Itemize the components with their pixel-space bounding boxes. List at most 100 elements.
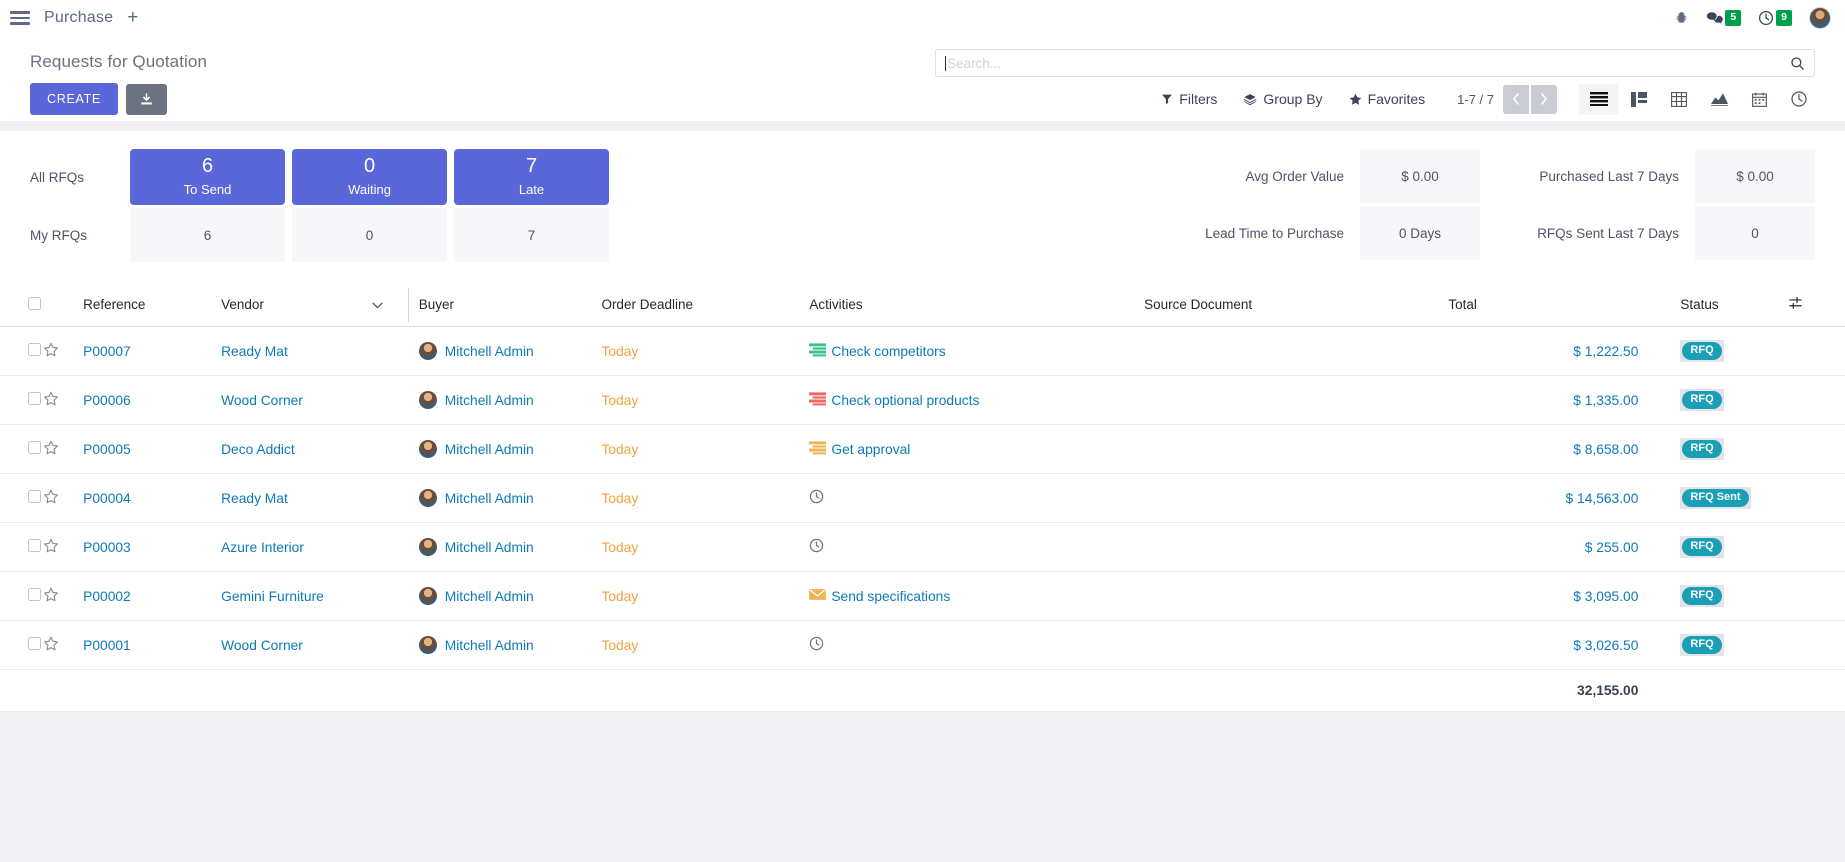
row-checkbox[interactable] bbox=[28, 343, 41, 356]
row-source-document bbox=[1144, 326, 1449, 376]
navbar-systray: 5 9 bbox=[1674, 7, 1831, 29]
kpi-late[interactable]: 7 Late bbox=[454, 149, 609, 205]
plus-icon[interactable]: + bbox=[127, 7, 139, 29]
row-checkbox[interactable] bbox=[28, 441, 41, 454]
list-icon[interactable] bbox=[1579, 83, 1619, 115]
activity-clock-icon[interactable] bbox=[1779, 84, 1819, 115]
header-order-deadline[interactable]: Order Deadline bbox=[601, 282, 810, 327]
row-vendor-link[interactable]: Wood Corner bbox=[221, 637, 303, 653]
download-icon[interactable] bbox=[125, 83, 167, 115]
chevron-down-icon[interactable] bbox=[372, 297, 409, 312]
my-kpi-to-send[interactable]: 6 bbox=[130, 208, 285, 262]
clock-icon[interactable] bbox=[809, 538, 824, 556]
table-row[interactable]: P00002 Gemini Furniture Mitchell Admin T… bbox=[0, 571, 1845, 621]
app-name[interactable]: Purchase bbox=[44, 8, 114, 26]
row-reference-link[interactable]: P00005 bbox=[83, 441, 131, 457]
row-deadline: Today bbox=[601, 392, 639, 408]
row-reference-link[interactable]: P00007 bbox=[83, 343, 131, 359]
table-row[interactable]: P00001 Wood Corner Mitchell Admin Today … bbox=[0, 620, 1845, 670]
table-body: P00007 Ready Mat Mitchell Admin Today Ch… bbox=[0, 326, 1845, 712]
messages-icon[interactable]: 5 bbox=[1706, 10, 1742, 26]
my-kpi-waiting[interactable]: 0 bbox=[292, 208, 447, 262]
filters-dropdown[interactable]: Filters bbox=[1161, 91, 1217, 107]
row-checkbox[interactable] bbox=[28, 490, 41, 503]
star-icon[interactable] bbox=[43, 391, 59, 407]
kpi-waiting[interactable]: 0 Waiting bbox=[292, 149, 447, 205]
breadcrumb: Requests for Quotation bbox=[30, 52, 208, 71]
row-buyer-link[interactable]: Mitchell Admin bbox=[444, 343, 534, 359]
column-options-icon[interactable] bbox=[1788, 282, 1845, 327]
bug-icon[interactable] bbox=[1674, 11, 1689, 26]
row-vendor-link[interactable]: Gemini Furniture bbox=[221, 588, 324, 604]
row-reference-link[interactable]: P00003 bbox=[83, 539, 131, 555]
favorites-dropdown[interactable]: Favorites bbox=[1349, 91, 1425, 107]
row-reference-link[interactable]: P00001 bbox=[83, 637, 131, 653]
row-reference-link[interactable]: P00006 bbox=[83, 392, 131, 408]
row-reference-link[interactable]: P00002 bbox=[83, 588, 131, 604]
user-avatar[interactable] bbox=[1809, 7, 1831, 29]
pivot-icon[interactable] bbox=[1659, 84, 1699, 115]
row-select-cell bbox=[0, 522, 43, 572]
pager-next-button[interactable] bbox=[1531, 84, 1557, 114]
calendar-icon[interactable] bbox=[1739, 84, 1779, 115]
search-input[interactable]: Search... bbox=[935, 49, 1815, 77]
row-buyer-link[interactable]: Mitchell Admin bbox=[444, 490, 534, 506]
hamburger-icon[interactable] bbox=[10, 8, 30, 27]
row-activity-link[interactable]: Send specifications bbox=[831, 588, 951, 604]
header-buyer[interactable]: Buyer bbox=[408, 282, 602, 327]
row-vendor-link[interactable]: Wood Corner bbox=[221, 392, 303, 408]
clock-icon[interactable]: 9 bbox=[1758, 10, 1792, 26]
kanban-icon[interactable] bbox=[1619, 84, 1659, 115]
select-all-checkbox[interactable] bbox=[28, 296, 41, 310]
star-icon[interactable] bbox=[43, 440, 59, 456]
star-icon[interactable] bbox=[43, 489, 59, 505]
row-vendor-link[interactable]: Ready Mat bbox=[221, 490, 288, 506]
my-kpi-late[interactable]: 7 bbox=[454, 208, 609, 262]
row-activity-link[interactable]: Get approval bbox=[831, 441, 911, 457]
star-icon[interactable] bbox=[43, 587, 59, 603]
table-row[interactable]: P00004 Ready Mat Mitchell Admin Today $ … bbox=[0, 473, 1845, 523]
table-row[interactable]: P00003 Azure Interior Mitchell Admin Tod… bbox=[0, 522, 1845, 572]
row-buyer-link[interactable]: Mitchell Admin bbox=[444, 392, 534, 408]
row-checkbox[interactable] bbox=[28, 392, 41, 405]
row-activity-link[interactable]: Check competitors bbox=[831, 343, 946, 359]
star-icon[interactable] bbox=[43, 538, 59, 554]
row-buyer-link[interactable]: Mitchell Admin bbox=[444, 637, 534, 653]
row-buyer-link[interactable]: Mitchell Admin bbox=[444, 588, 534, 604]
star-icon[interactable] bbox=[43, 342, 59, 358]
table-row[interactable]: P00005 Deco Addict Mitchell Admin Today … bbox=[0, 424, 1845, 474]
funnel-icon bbox=[1162, 94, 1173, 105]
row-checkbox[interactable] bbox=[28, 637, 41, 650]
header-total[interactable]: Total bbox=[1448, 282, 1667, 327]
row-vendor-link[interactable]: Ready Mat bbox=[221, 343, 288, 359]
row-buyer-link[interactable]: Mitchell Admin bbox=[444, 441, 534, 457]
header-status[interactable]: Status bbox=[1666, 282, 1789, 327]
table-row[interactable]: P00007 Ready Mat Mitchell Admin Today Ch… bbox=[0, 326, 1845, 376]
table-row[interactable]: P00006 Wood Corner Mitchell Admin Today … bbox=[0, 375, 1845, 425]
star-icon[interactable] bbox=[43, 636, 59, 652]
kpi-to-send[interactable]: 6 To Send bbox=[130, 149, 285, 205]
row-reference-link[interactable]: P00004 bbox=[83, 490, 131, 506]
search-icon[interactable] bbox=[1790, 56, 1805, 71]
header-activities[interactable]: Activities bbox=[809, 282, 1145, 327]
row-activity-link[interactable]: Check optional products bbox=[831, 392, 980, 408]
row-buyer-link[interactable]: Mitchell Admin bbox=[444, 539, 534, 555]
row-vendor-link[interactable]: Deco Addict bbox=[221, 441, 295, 457]
group-by-dropdown[interactable]: Group By bbox=[1243, 91, 1323, 107]
avatar bbox=[418, 391, 437, 409]
clock-icon[interactable] bbox=[809, 636, 824, 654]
graph-icon[interactable] bbox=[1699, 84, 1739, 115]
row-checkbox[interactable] bbox=[28, 539, 41, 552]
stats-row-1: Avg Order Value $ 0.00 Purchased Last 7 … bbox=[1170, 149, 1815, 203]
row-options-cell bbox=[1788, 522, 1845, 572]
header-vendor[interactable]: Vendor bbox=[221, 282, 409, 327]
status-badge-wrap: RFQ bbox=[1680, 585, 1724, 607]
header-source-document[interactable]: Source Document bbox=[1144, 282, 1449, 327]
row-checkbox[interactable] bbox=[28, 588, 41, 601]
row-vendor-link[interactable]: Azure Interior bbox=[221, 539, 304, 555]
create-button[interactable]: CREATE bbox=[30, 83, 118, 115]
pager-previous-button[interactable] bbox=[1503, 84, 1529, 114]
kpi-to-send-value: 6 bbox=[201, 155, 214, 177]
header-reference[interactable]: Reference bbox=[83, 282, 222, 327]
clock-icon[interactable] bbox=[809, 489, 824, 507]
